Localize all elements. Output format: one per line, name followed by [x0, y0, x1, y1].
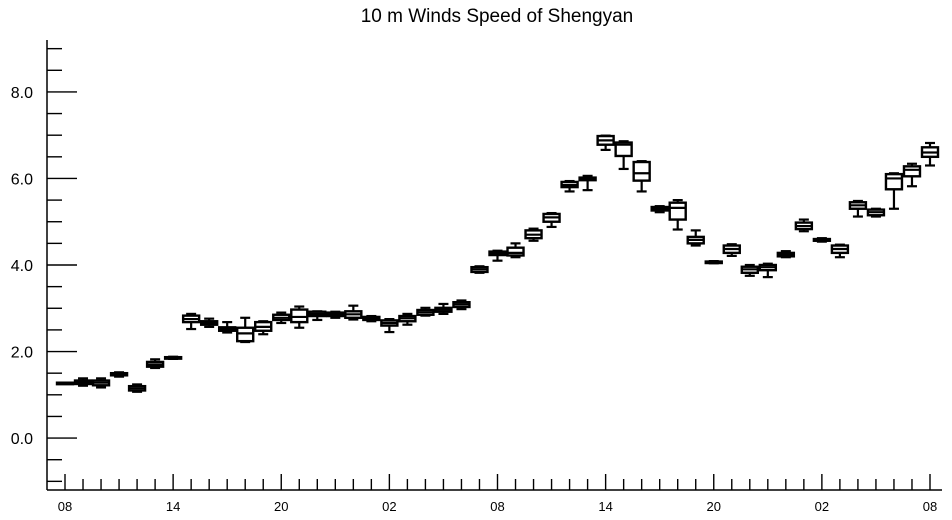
x-tick-label: 08: [490, 499, 504, 514]
box-body: [668, 201, 687, 221]
box-item: [326, 310, 345, 319]
box-item: [127, 383, 147, 393]
box-item: [416, 306, 435, 317]
box-item: [920, 141, 940, 167]
box-item: [668, 198, 687, 231]
box-item: [452, 299, 471, 311]
box-item: [470, 265, 489, 274]
box-item: [181, 312, 201, 331]
box-item: [848, 199, 868, 218]
box-item: [272, 311, 291, 325]
box-item: [344, 304, 363, 321]
box-item: [812, 237, 832, 243]
box-item: [254, 320, 273, 336]
box-item: [542, 211, 561, 229]
axes: 0.0 2.0 4.0 6.0 8.0 08 14 20 02 08 14 20 02 08: [11, 40, 942, 514]
box-item: [830, 243, 850, 259]
box-item: [199, 317, 219, 328]
box-item: [704, 260, 723, 265]
x-tick-label: 08: [58, 499, 72, 514]
box-item: [506, 242, 525, 259]
box-item: [163, 355, 183, 360]
box-body: [632, 160, 651, 182]
x-tick-label: 14: [166, 499, 180, 514]
box-item: [884, 172, 904, 210]
box-item: [380, 317, 399, 334]
box-item: [109, 371, 129, 378]
box-item: [362, 314, 381, 323]
box-item: [866, 207, 886, 218]
box-item: [290, 305, 309, 329]
x-tick-label: 20: [707, 499, 721, 514]
box-item: [217, 321, 237, 334]
y-tick-label: 4.0: [11, 258, 33, 275]
y-tick-label: 0.0: [11, 431, 33, 448]
box-item: [686, 229, 705, 247]
box-item: [524, 227, 543, 242]
box-item: [902, 162, 922, 188]
box-item: [722, 243, 741, 258]
box-item: [308, 310, 327, 322]
boxes: [55, 134, 940, 393]
box-item: [596, 134, 615, 152]
box-item: [578, 174, 597, 192]
box-item: [794, 218, 814, 233]
x-tick-label: 08: [923, 499, 937, 514]
x-tick-label: 14: [598, 499, 612, 514]
box-item: [560, 179, 579, 193]
box-item: [91, 377, 111, 389]
y-tick-label: 8.0: [11, 85, 33, 102]
box-item: [740, 263, 759, 277]
box-item: [145, 358, 165, 370]
box-item: [776, 250, 796, 259]
box-item: [614, 140, 633, 171]
box-item: [398, 312, 417, 326]
box-item: [488, 249, 507, 262]
box-item: [55, 381, 75, 386]
x-tick-label: 02: [815, 499, 829, 514]
box-item: [236, 316, 255, 344]
box-item: [650, 205, 669, 214]
box-item: [632, 160, 651, 193]
x-tick-label: 20: [274, 499, 288, 514]
box-item: [434, 302, 453, 315]
box-body: [884, 172, 904, 191]
box-body: [506, 246, 525, 257]
box-item: [758, 262, 778, 279]
box-body: [614, 141, 633, 158]
y-tick-label: 6.0: [11, 171, 33, 188]
box-item: [73, 377, 93, 387]
box-body: [902, 165, 922, 178]
x-tick-label: 02: [382, 499, 396, 514]
y-tick-label: 2.0: [11, 345, 33, 362]
chart-title: 10 m Winds Speed of Shengyan: [361, 6, 634, 27]
